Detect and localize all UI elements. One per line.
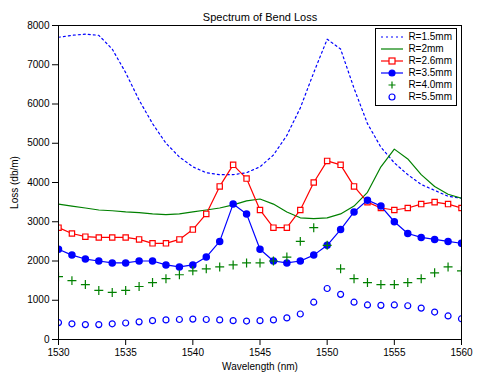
svg-text:Wavelength (nm): Wavelength (nm)	[222, 361, 298, 372]
svg-text:8000: 8000	[27, 20, 50, 31]
svg-text:5000: 5000	[27, 137, 50, 148]
svg-text:1530: 1530	[47, 347, 70, 358]
svg-text:0: 0	[44, 334, 50, 345]
html-text:R=5.5mm: R=5.5mm	[408, 91, 452, 102]
html-text:R=2.6mm: R=2.6mm	[408, 55, 452, 66]
svg-text:Spectrum of Bend Loss: Spectrum of Bend Loss	[203, 11, 318, 23]
html-text:R=4.0mm: R=4.0mm	[408, 79, 452, 90]
html-text:R=1.5mm: R=1.5mm	[408, 31, 452, 42]
svg-text:1550: 1550	[316, 347, 339, 358]
svg-text:2000: 2000	[27, 255, 50, 266]
svg-text:1555: 1555	[383, 347, 406, 358]
svg-text:6000: 6000	[27, 98, 50, 109]
html-text:R=3.5mm: R=3.5mm	[408, 67, 452, 78]
svg-text:1560: 1560	[450, 347, 473, 358]
svg-text:3000: 3000	[27, 216, 50, 227]
svg-text:1545: 1545	[249, 347, 272, 358]
svg-text:7000: 7000	[27, 59, 50, 70]
svg-text:1535: 1535	[115, 347, 138, 358]
svg-text:1000: 1000	[27, 294, 50, 305]
svg-text:4000: 4000	[27, 177, 50, 188]
svg-text:Loss (db/m): Loss (db/m)	[9, 156, 20, 209]
svg-text:1540: 1540	[182, 347, 205, 358]
html-text:R=2mm: R=2mm	[408, 43, 444, 54]
